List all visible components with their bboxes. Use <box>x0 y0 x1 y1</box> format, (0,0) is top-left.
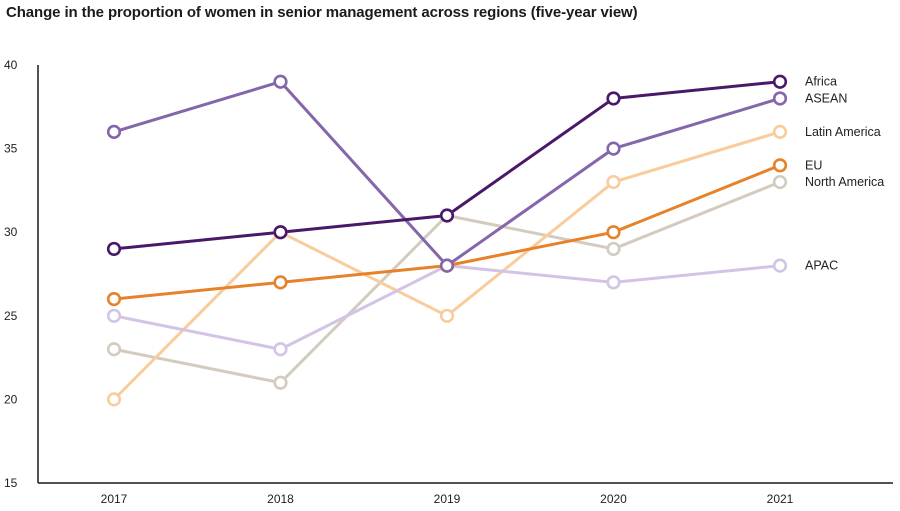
data-point-apac <box>606 275 621 290</box>
y-tick-label: 15 <box>4 476 18 490</box>
chart-title: Change in the proportion of women in sen… <box>6 4 638 21</box>
series-line-apac <box>112 264 782 351</box>
data-point-africa <box>439 208 455 223</box>
data-point-north-america <box>106 342 122 357</box>
data-point-africa <box>772 74 788 89</box>
series-lines <box>112 80 782 401</box>
data-point-africa <box>106 241 122 257</box>
data-point-africa <box>273 225 288 240</box>
data-point-eu <box>772 158 788 173</box>
data-point-latin-america <box>606 174 621 190</box>
data-point-asean <box>439 258 455 273</box>
legend-label-apac: APAC <box>805 259 838 273</box>
data-point-apac <box>273 342 288 357</box>
legend-label-africa: Africa <box>805 75 837 89</box>
data-point-asean <box>606 141 621 156</box>
y-tick-label: 25 <box>4 309 18 323</box>
x-tick-label: 2020 <box>600 492 627 506</box>
data-point-eu <box>106 291 122 307</box>
x-tick-label: 2021 <box>767 492 794 506</box>
y-tick-label: 20 <box>4 392 18 406</box>
axes <box>37 65 893 484</box>
series-line-eu <box>112 163 782 301</box>
legend: Africa ASEAN Latin America EU North America A… <box>805 75 884 273</box>
data-point-eu <box>273 275 288 290</box>
y-tick-label: 30 <box>4 225 18 239</box>
x-tick-label: 2019 <box>434 492 461 506</box>
legend-label-north-america: North America <box>805 175 884 189</box>
x-tick-label: 2017 <box>101 492 128 506</box>
data-point-latin-america <box>106 392 122 407</box>
data-point-africa <box>606 91 621 106</box>
series-points <box>106 74 788 407</box>
data-point-eu <box>606 225 621 240</box>
data-point-north-america <box>606 241 621 257</box>
data-point-asean <box>273 74 288 89</box>
data-point-apac <box>106 308 122 323</box>
x-tick-label: 2018 <box>267 492 294 506</box>
data-point-latin-america <box>772 124 788 139</box>
y-tick-labels: 15 20 25 30 35 40 <box>4 58 18 490</box>
x-tick-labels: 2017 2018 2019 2020 2021 <box>101 492 794 506</box>
y-tick-label: 40 <box>4 58 18 72</box>
data-point-north-america <box>772 174 788 190</box>
data-point-apac <box>772 258 788 273</box>
data-point-latin-america <box>439 308 455 323</box>
legend-label-eu: EU <box>805 158 822 172</box>
data-point-asean <box>772 91 788 106</box>
data-point-asean <box>106 124 122 139</box>
data-point-north-america <box>273 375 288 390</box>
series-line-africa <box>112 80 782 251</box>
legend-label-asean: ASEAN <box>805 91 847 105</box>
y-tick-label: 35 <box>4 142 18 156</box>
legend-label-latin-america: Latin America <box>805 125 881 139</box>
